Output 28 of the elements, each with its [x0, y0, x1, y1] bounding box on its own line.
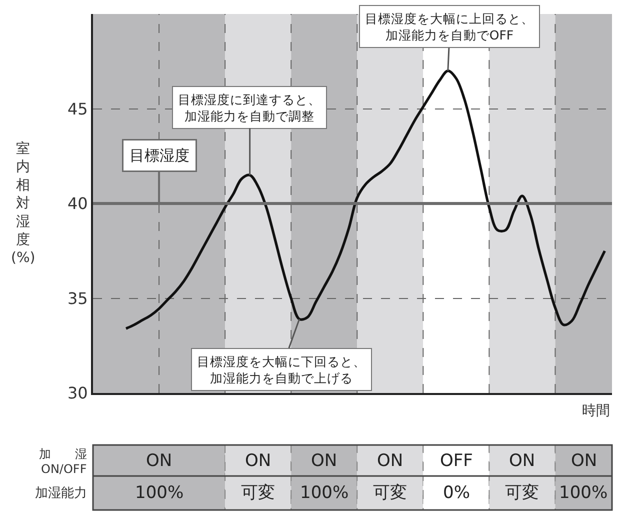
text: 可変: [241, 483, 275, 503]
ref-line-label: 目標湿度: [130, 146, 190, 164]
text: 加湿能力: [35, 486, 87, 501]
text: 100%: [135, 483, 184, 503]
y-axis-title: 室内相対湿度(%): [11, 141, 36, 266]
text: ON: [245, 451, 272, 471]
line-series: [124, 70, 606, 330]
text: 0%: [443, 483, 470, 503]
text: ON: [146, 451, 172, 471]
annotation: 目標湿度を大幅に下回ると、加湿能力を自動で上げる: [197, 354, 366, 386]
y-tick-label: 40: [67, 194, 88, 214]
annotation: 目標湿度を大幅に上回ると、加湿能力を自動でOFF: [365, 11, 534, 42]
text: ON: [377, 451, 404, 471]
text: ON: [509, 451, 536, 471]
y-tick-label: 45: [67, 99, 88, 118]
text: OFF: [440, 451, 473, 471]
text: 加 湿: [39, 447, 87, 461]
text: 可変: [505, 483, 539, 503]
annotation: 目標湿度に到達すると、加湿能力を自動で調整: [178, 92, 321, 124]
text: ON/OFF: [41, 462, 87, 476]
text: 可変: [373, 483, 407, 503]
text: 100%: [559, 483, 608, 503]
y-tick-label: 35: [67, 288, 88, 308]
text: ON: [571, 451, 598, 471]
y-tick-label: 30: [67, 384, 88, 403]
x-axis-title: 時間: [582, 403, 610, 419]
text: ON: [311, 451, 338, 471]
text: 100%: [300, 483, 349, 503]
